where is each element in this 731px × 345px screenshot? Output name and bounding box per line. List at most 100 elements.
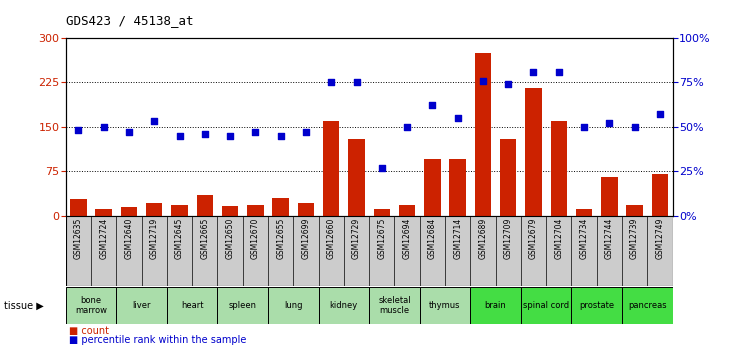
Bar (526, 88, 542, 216)
Point (224, 133, 236, 138)
Point (477, 78, 489, 83)
Point (376, 165, 387, 170)
Bar (420, 287, 470, 324)
Text: GSM12665: GSM12665 (200, 218, 209, 259)
Bar (218, 287, 268, 324)
Text: ■ count: ■ count (69, 326, 110, 336)
Text: ■ percentile rank within the sample: ■ percentile rank within the sample (69, 335, 247, 345)
Point (249, 129, 261, 135)
Text: GSM12694: GSM12694 (403, 218, 412, 259)
Text: GSM12675: GSM12675 (377, 218, 386, 259)
Bar (550, 121, 567, 216)
Bar (171, 205, 188, 216)
Text: GDS423 / 45138_at: GDS423 / 45138_at (66, 14, 193, 27)
Point (98, 124, 110, 129)
Bar (601, 177, 618, 216)
Point (426, 103, 438, 108)
Text: spleen: spleen (229, 301, 257, 310)
Bar (116, 287, 167, 324)
Text: brain: brain (485, 301, 507, 310)
Bar (626, 205, 643, 216)
Text: skeletal
muscle: skeletal muscle (378, 296, 411, 315)
Text: GSM12655: GSM12655 (276, 218, 285, 259)
Point (528, 69, 539, 75)
Bar (121, 207, 137, 216)
Text: GSM12679: GSM12679 (529, 218, 538, 259)
Bar (197, 195, 213, 216)
Text: GSM12684: GSM12684 (428, 218, 437, 259)
Bar (474, 53, 491, 216)
Text: GSM12744: GSM12744 (605, 218, 614, 259)
Point (72, 128, 84, 133)
Point (199, 131, 211, 137)
Bar (247, 205, 264, 216)
Bar (146, 203, 162, 216)
Bar (520, 287, 572, 324)
Text: GSM12714: GSM12714 (453, 218, 462, 259)
Bar (273, 198, 289, 216)
Bar (369, 287, 420, 324)
Text: GSM12689: GSM12689 (478, 218, 488, 259)
Text: bone
marrow: bone marrow (75, 296, 107, 315)
Point (123, 129, 135, 135)
Text: tissue ▶: tissue ▶ (4, 300, 43, 310)
Bar (96, 208, 112, 216)
Text: kidney: kidney (330, 301, 358, 310)
Bar (424, 159, 441, 216)
Bar (319, 287, 369, 324)
Text: pancreas: pancreas (628, 301, 667, 310)
Bar (298, 203, 314, 216)
Text: thymus: thymus (429, 301, 461, 310)
Text: GSM12734: GSM12734 (580, 218, 588, 259)
Point (325, 80, 337, 85)
Text: GSM12709: GSM12709 (504, 218, 512, 259)
Text: GSM12704: GSM12704 (554, 218, 564, 259)
Point (578, 124, 590, 129)
Text: GSM12635: GSM12635 (74, 218, 83, 259)
Point (174, 133, 186, 138)
Text: GSM12749: GSM12749 (656, 218, 664, 259)
Point (275, 133, 287, 138)
Point (502, 81, 514, 87)
Bar (576, 208, 592, 216)
Text: GSM12729: GSM12729 (352, 218, 361, 259)
Text: lung: lung (284, 301, 303, 310)
Bar (470, 287, 520, 324)
Text: GSM12724: GSM12724 (99, 218, 108, 259)
Point (351, 80, 363, 85)
Point (629, 124, 640, 129)
Bar (167, 287, 218, 324)
Point (553, 69, 564, 75)
Point (604, 120, 616, 126)
Point (401, 124, 413, 129)
Bar (399, 205, 415, 216)
Text: GSM12719: GSM12719 (150, 218, 159, 259)
Point (300, 129, 312, 135)
Bar (651, 174, 668, 216)
Text: spinal cord: spinal cord (523, 301, 569, 310)
Text: GSM12645: GSM12645 (175, 218, 184, 259)
Bar (348, 139, 365, 216)
Bar (222, 206, 238, 216)
Bar (374, 208, 390, 216)
Text: GSM12660: GSM12660 (327, 218, 336, 259)
Bar (500, 139, 516, 216)
Bar (572, 287, 622, 324)
Point (654, 111, 666, 117)
Text: GSM12670: GSM12670 (251, 218, 260, 259)
Bar (622, 287, 673, 324)
Point (148, 119, 160, 124)
Text: prostate: prostate (579, 301, 614, 310)
Text: GSM12650: GSM12650 (226, 218, 235, 259)
Text: heart: heart (181, 301, 203, 310)
Bar (66, 287, 116, 324)
Text: GSM12640: GSM12640 (124, 218, 134, 259)
Bar (70, 199, 87, 216)
Text: GSM12699: GSM12699 (301, 218, 311, 259)
Text: GSM12739: GSM12739 (630, 218, 639, 259)
Text: liver: liver (132, 301, 151, 310)
Point (452, 115, 463, 121)
Bar (323, 121, 339, 216)
Bar (450, 159, 466, 216)
Bar (268, 287, 319, 324)
